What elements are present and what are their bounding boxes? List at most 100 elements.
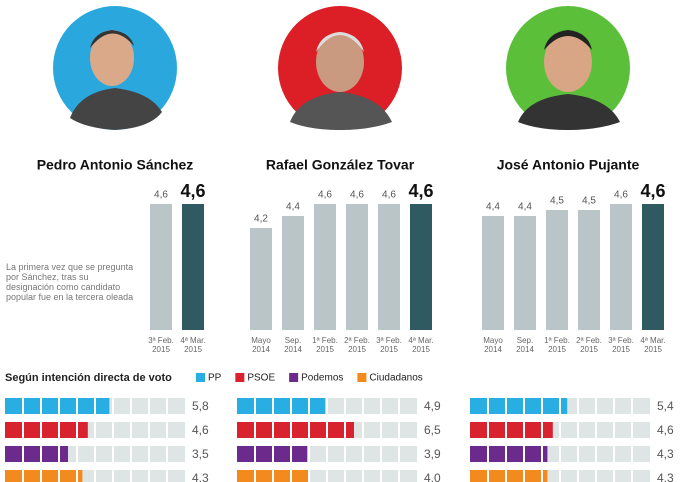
- segment-gap: [254, 398, 256, 414]
- category-label: 4ª Mar. 2015: [404, 336, 438, 354]
- candidate-name: José Antonio Pujante: [497, 157, 640, 173]
- photo: [53, 6, 177, 130]
- segment-gap: [254, 446, 256, 462]
- segment-gap: [362, 446, 364, 462]
- bar: [314, 204, 336, 330]
- segment-gap: [58, 398, 60, 414]
- segment-gap: [308, 446, 310, 462]
- segment-gap: [595, 470, 597, 482]
- bar: [5, 470, 82, 482]
- segment-gap: [94, 446, 96, 462]
- segment-gap: [308, 398, 310, 414]
- segment-gap: [130, 470, 132, 482]
- infographic: Pedro Antonio Sánchez4,64,6Rafael Gonzál…: [0, 0, 681, 482]
- legend-swatch: [289, 373, 298, 382]
- segment-gap: [130, 398, 132, 414]
- segment-gap: [166, 470, 168, 482]
- category-label: 1ª Feb. 2015: [540, 336, 574, 354]
- value-label: 4,4: [286, 202, 300, 213]
- segment-gap: [577, 470, 579, 482]
- segment-gap: [577, 422, 579, 438]
- bar: [250, 228, 272, 330]
- value-label: 4,6: [657, 423, 674, 437]
- segment-gap: [94, 398, 96, 414]
- photo: [506, 6, 630, 130]
- segment-gap: [541, 470, 543, 482]
- segment-gap: [523, 398, 525, 414]
- category-label: 2ª Feb. 2015: [340, 336, 374, 354]
- bar: [578, 210, 600, 330]
- category-label: 2ª Feb. 2015: [572, 336, 606, 354]
- segment-gap: [362, 422, 364, 438]
- segment-gap: [58, 470, 60, 482]
- chart: Pedro Antonio Sánchez4,64,6Rafael Gonzál…: [0, 0, 681, 482]
- segment-gap: [559, 398, 561, 414]
- value-label: 4,3: [192, 471, 209, 482]
- segment-gap: [290, 422, 292, 438]
- segment-gap: [326, 470, 328, 482]
- segment-gap: [254, 422, 256, 438]
- segment-gap: [398, 470, 400, 482]
- segment-gap: [272, 446, 274, 462]
- segment-gap: [577, 446, 579, 462]
- bar: [410, 204, 432, 330]
- segment-gap: [290, 446, 292, 462]
- value-label: 6,5: [424, 423, 441, 437]
- segment-gap: [398, 446, 400, 462]
- category-label: Mayo 2014: [244, 336, 278, 354]
- value-label: 4,2: [254, 214, 268, 225]
- bar: [5, 398, 109, 414]
- segment-gap: [380, 422, 382, 438]
- segment-gap: [613, 470, 615, 482]
- segment-gap: [487, 398, 489, 414]
- segment-gap: [22, 422, 24, 438]
- segment-gap: [595, 422, 597, 438]
- value-label: 4,6: [382, 190, 396, 201]
- segment-gap: [308, 422, 310, 438]
- value-label: 4,4: [486, 202, 500, 213]
- legend-title: Según intención directa de voto: [5, 372, 172, 384]
- segment-gap: [541, 398, 543, 414]
- bar: [282, 216, 304, 330]
- segment-gap: [631, 446, 633, 462]
- segment-gap: [362, 470, 364, 482]
- segment-gap: [148, 398, 150, 414]
- segment-gap: [577, 398, 579, 414]
- segment-gap: [595, 446, 597, 462]
- segment-gap: [559, 422, 561, 438]
- segment-gap: [523, 422, 525, 438]
- value-label: 4,3: [657, 471, 674, 482]
- segment-gap: [22, 446, 24, 462]
- category-label: 4ª Mar. 2015: [636, 336, 670, 354]
- segment-gap: [487, 470, 489, 482]
- segment-gap: [148, 422, 150, 438]
- segment-gap: [326, 422, 328, 438]
- segment-gap: [76, 422, 78, 438]
- segment-gap: [272, 422, 274, 438]
- photo: [278, 6, 402, 130]
- legend-label: Podemos: [301, 373, 343, 384]
- segment-gap: [344, 470, 346, 482]
- segment-gap: [272, 398, 274, 414]
- value-label: 4,6: [192, 423, 209, 437]
- segment-gap: [398, 422, 400, 438]
- legend-label: PSOE: [247, 373, 275, 384]
- value-label: 4,6: [614, 190, 628, 201]
- bar: [470, 446, 547, 462]
- segment-gap: [166, 422, 168, 438]
- segment-gap: [58, 446, 60, 462]
- segment-gap: [40, 470, 42, 482]
- segment-gap: [130, 446, 132, 462]
- segment-gap: [94, 470, 96, 482]
- bar: [610, 204, 632, 330]
- segment-gap: [76, 398, 78, 414]
- segment-gap: [40, 398, 42, 414]
- value-label: 4,0: [424, 471, 441, 482]
- legend-swatch: [357, 373, 366, 382]
- segment-gap: [541, 422, 543, 438]
- value-label: 4,3: [657, 447, 674, 461]
- bar: [514, 216, 536, 330]
- legend-swatch: [196, 373, 205, 382]
- segment-gap: [505, 446, 507, 462]
- value-label: 4,5: [582, 196, 596, 207]
